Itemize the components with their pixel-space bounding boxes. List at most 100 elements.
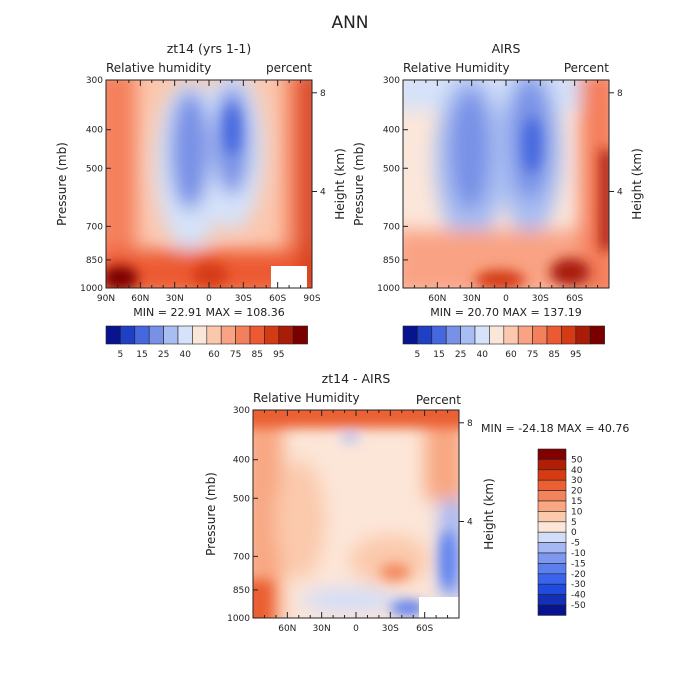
panel-model: zt14 (yrs 1-1) Relative humidity percent: [55, 41, 347, 319]
colorbar-swatch: [163, 325, 179, 345]
colorbar-label: 15: [136, 350, 147, 360]
y-tick-label: 300: [86, 76, 103, 86]
y-tick-label: 300: [233, 406, 250, 416]
y-tick-label: 400: [86, 126, 103, 136]
colorbar-label: 40: [571, 466, 583, 476]
panel-difference: zt14 - AIRS Relative Humidity Percent: [204, 371, 629, 634]
x-tick-label: 30N: [463, 294, 481, 304]
y-tick-label: 700: [233, 552, 250, 562]
colorbar-label: 0: [571, 528, 577, 538]
x-tick-label: 30N: [166, 294, 184, 304]
variable-label: Relative humidity: [106, 61, 211, 75]
contour-field: [253, 410, 459, 618]
colorbar-swatch: [537, 490, 567, 502]
colorbar-swatch: [120, 325, 136, 345]
y2-axis-label: Height (km): [630, 148, 644, 219]
colorbar-swatch: [105, 325, 121, 345]
colorbar-swatch: [402, 325, 418, 345]
colorbar-label: 10: [571, 507, 583, 517]
y-tick-label: 300: [383, 76, 400, 86]
colorbar-swatch: [503, 325, 519, 345]
min-value: 20.70: [467, 306, 499, 319]
colorbar-label: 40: [179, 350, 191, 360]
colorbar-label: 95: [273, 350, 284, 360]
min-max-readout: MIN = -24.18 MAX = 40.76: [481, 422, 629, 435]
colorbar-swatch: [417, 325, 433, 345]
y2-axis-label: Height (km): [333, 148, 347, 219]
colorbar-label: 50: [571, 455, 583, 465]
colorbar-label: 20: [571, 487, 583, 497]
colorbar-swatch: [537, 604, 567, 616]
colorbar-swatch: [220, 325, 236, 345]
colorbar-label: -50: [571, 601, 586, 611]
colorbar-swatch: [546, 325, 562, 345]
x-tick-label: 90N: [97, 294, 115, 304]
colorbar-label: 75: [527, 350, 538, 360]
min-label: MIN =: [430, 306, 464, 319]
y-tick-label: 400: [383, 126, 400, 136]
colorbar-label: 5: [571, 518, 577, 528]
colorbar-label: 25: [158, 350, 169, 360]
colorbar-label: 75: [230, 350, 241, 360]
y2-tick-label: 4: [617, 188, 623, 198]
min-max-readout: MIN = 20.70 MAX = 137.19: [430, 306, 581, 319]
figure-title: ANN: [331, 13, 368, 33]
y2-tick-label: 4: [320, 188, 326, 198]
colorbar-swatch: [537, 459, 567, 471]
y-tick-label: 850: [233, 586, 250, 596]
colorbar-label: 40: [476, 350, 488, 360]
colorbar-swatch: [561, 325, 577, 345]
colorbar-label: 25: [455, 350, 466, 360]
colorbar-swatch: [489, 325, 505, 345]
y-tick-label: 850: [86, 256, 103, 266]
contour-field: [403, 80, 609, 288]
y-tick-label: 1000: [227, 614, 250, 624]
colorbar-label: 85: [548, 350, 559, 360]
max-label: MAX =: [502, 306, 539, 319]
colorbar-label: 5: [415, 350, 421, 360]
y-tick-label: 1000: [80, 284, 103, 294]
y-tick-label: 850: [383, 256, 400, 266]
x-tick-label: 30S: [382, 624, 399, 634]
x-tick-label: 0: [503, 294, 509, 304]
x-tick-label: 30S: [235, 294, 252, 304]
y2-tick-label: 4: [467, 518, 473, 528]
y-tick-label: 500: [86, 164, 103, 174]
colorbar-label: -15: [571, 559, 586, 569]
max-label: MAX =: [205, 306, 242, 319]
colorbar-swatch: [532, 325, 548, 345]
variable-label: Relative Humidity: [253, 391, 360, 405]
colorbar-swatch: [589, 325, 605, 345]
max-label: MAX =: [557, 422, 594, 435]
colorbar-swatch: [537, 594, 567, 606]
y-tick-label: 1000: [377, 284, 400, 294]
min-label: MIN =: [133, 306, 167, 319]
y2-tick-label: 8: [467, 419, 473, 429]
colorbar-label: 95: [570, 350, 581, 360]
colorbar-swatch: [517, 325, 533, 345]
y2-tick-label: 8: [617, 89, 623, 99]
x-tick-label: 60N: [428, 294, 446, 304]
colorbar-swatch: [537, 479, 567, 491]
x-tick-label: 60S: [416, 624, 433, 634]
colorbar-swatch: [134, 325, 150, 345]
min-max-readout: MIN = 22.91 MAX = 108.36: [133, 306, 284, 319]
colorbar-swatch: [537, 521, 567, 533]
y-tick-label: 700: [86, 222, 103, 232]
contour-field: [106, 80, 312, 288]
y-tick-label: 500: [383, 164, 400, 174]
x-tick-label: 30S: [532, 294, 549, 304]
colorbar-swatch: [537, 552, 567, 564]
min-value: -24.18: [518, 422, 553, 435]
colorbar-relative-humidity: 5 15 25 40 60 75 85 95: [402, 325, 605, 360]
y-tick-label: 500: [233, 494, 250, 504]
colorbar-swatch: [537, 469, 567, 481]
colorbar-swatch: [537, 531, 567, 543]
x-tick-label: 90S: [303, 294, 320, 304]
colorbar-label: -40: [571, 591, 586, 601]
colorbar-label: 15: [433, 350, 444, 360]
colorbar-swatch: [537, 583, 567, 595]
